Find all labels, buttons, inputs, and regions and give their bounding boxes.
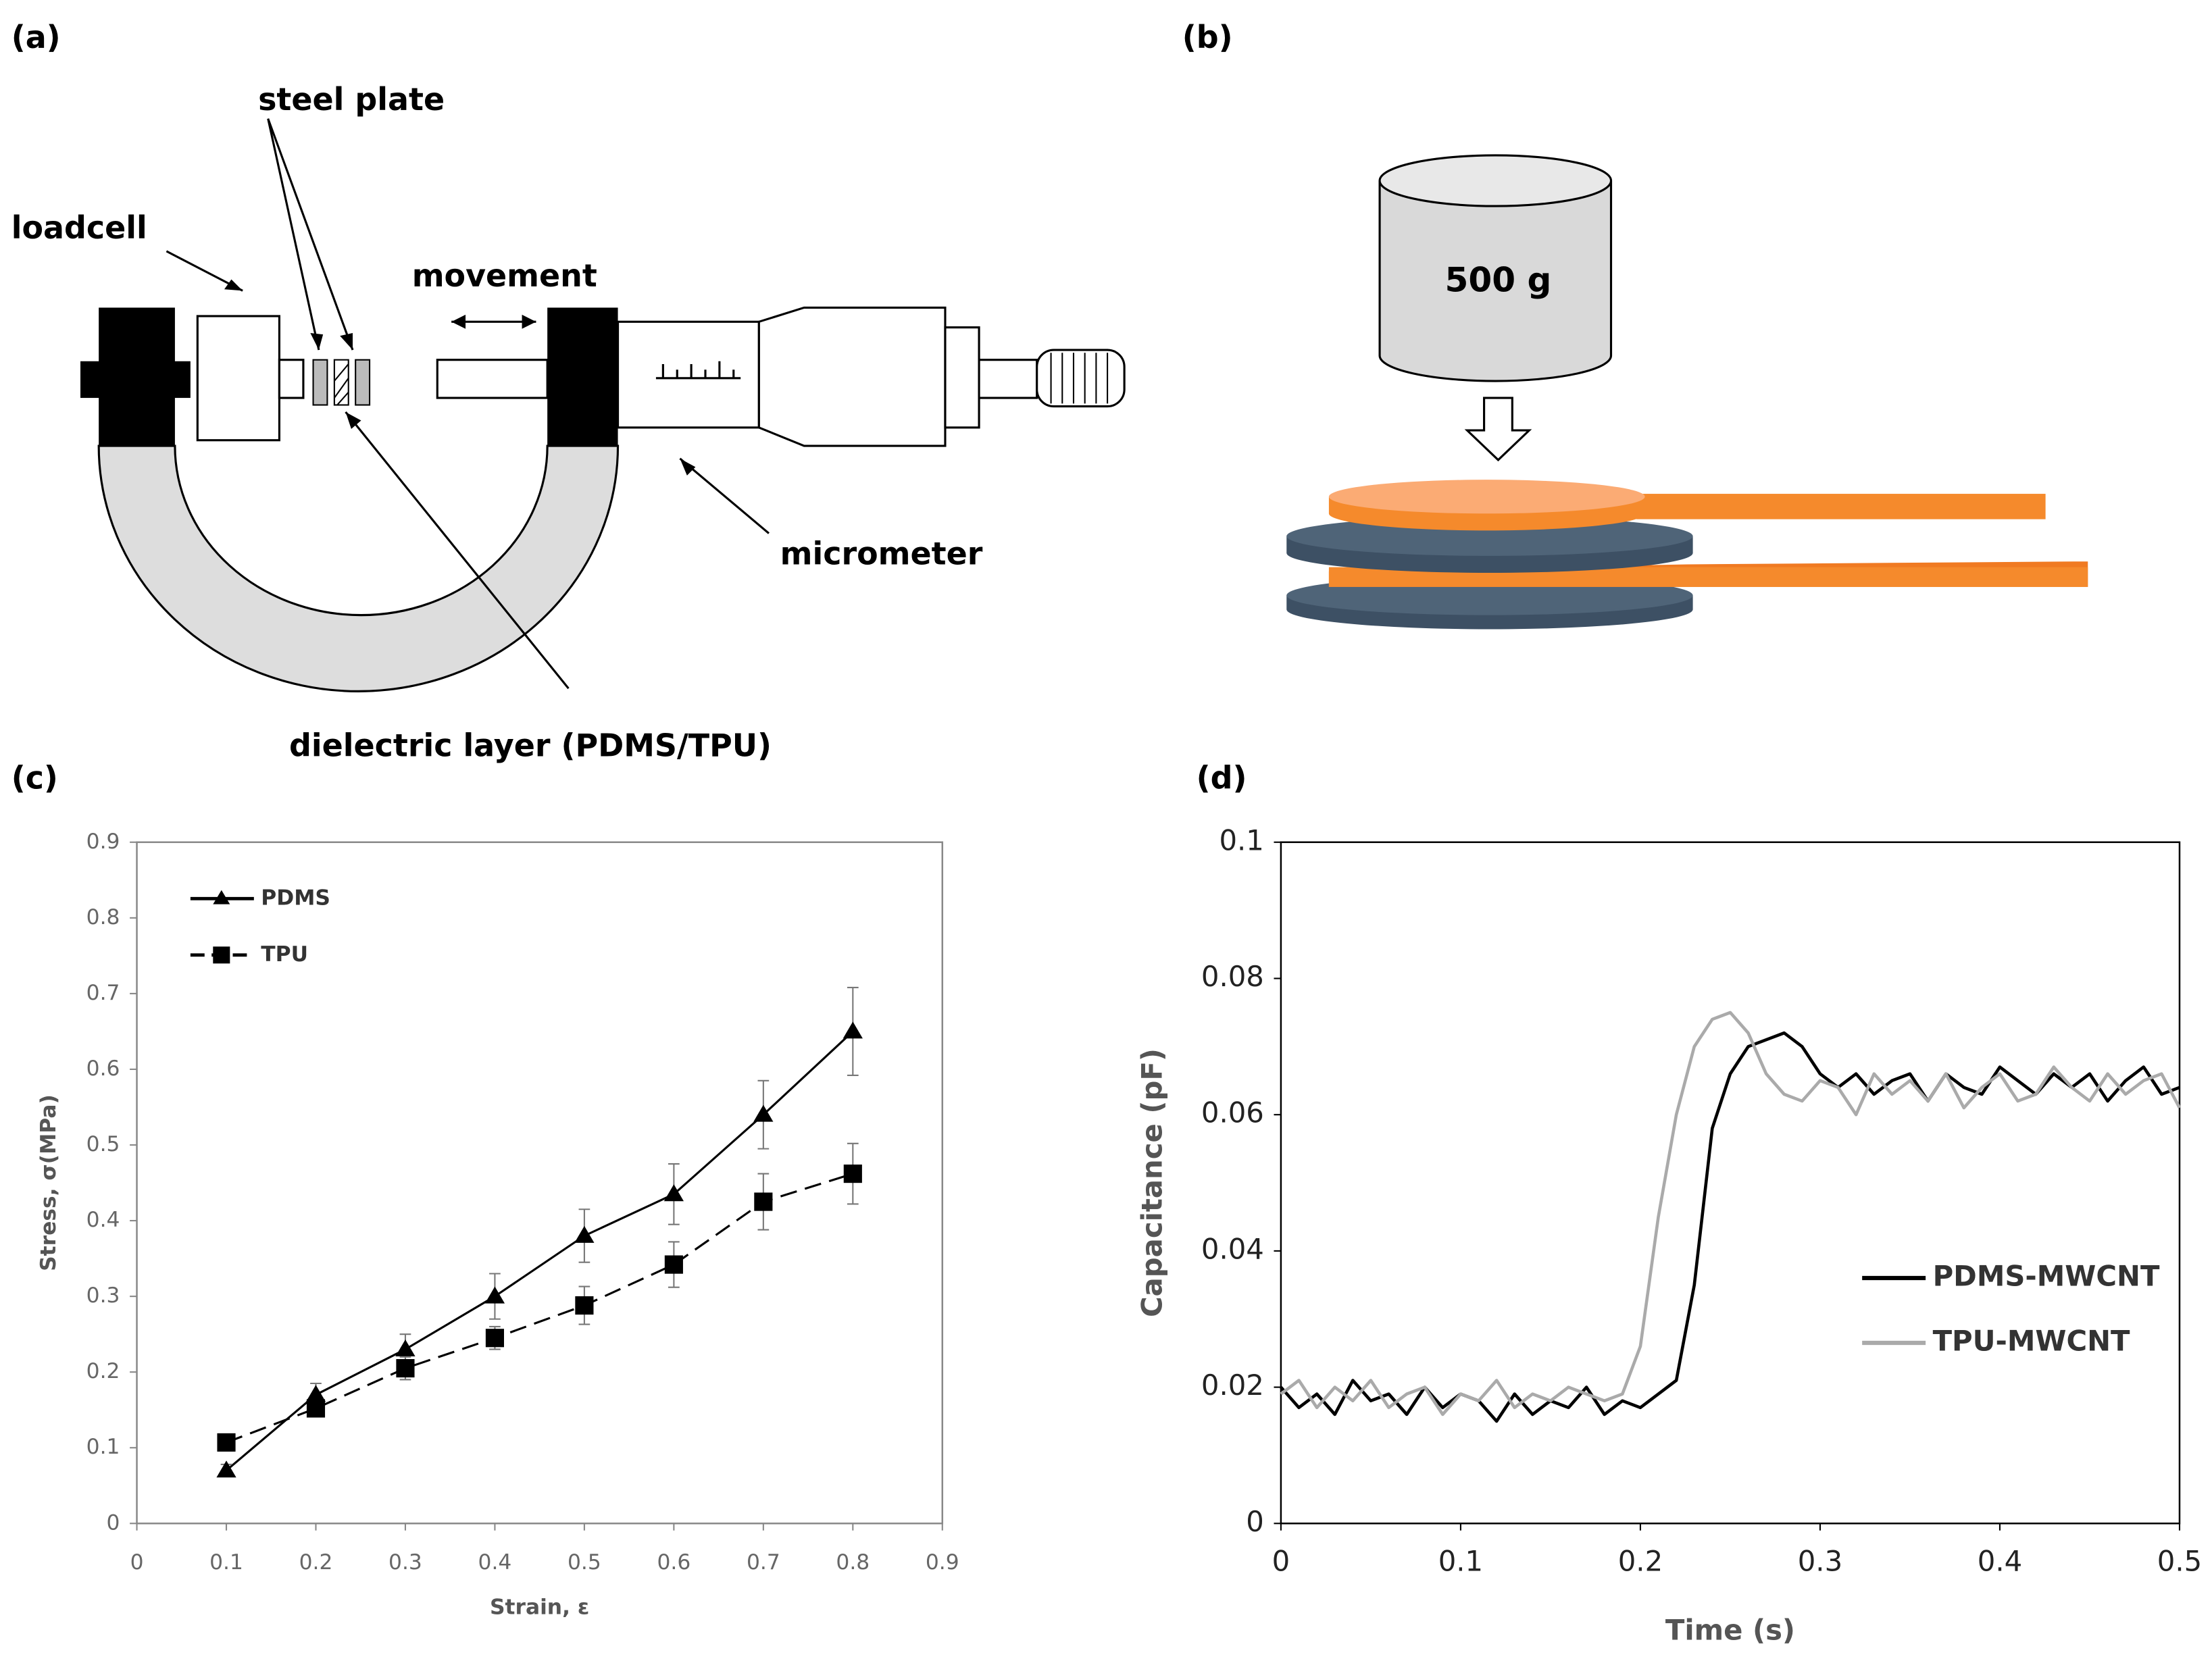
series <box>217 1142 862 1452</box>
x-tick-label: 0.5 <box>568 1550 601 1575</box>
plot-frame <box>136 841 944 1525</box>
data-line <box>1280 1031 2180 1423</box>
x-tick-label: 0.2 <box>1618 1544 1663 1577</box>
y-tick-label: 0.9 <box>86 830 120 854</box>
x-tick-label: 0.5 <box>2157 1544 2202 1577</box>
legend-label: TPU <box>261 942 308 967</box>
marker <box>217 1433 236 1452</box>
panel-label: (d) <box>1197 759 1247 796</box>
y-tick-label: 0.08 <box>1201 960 1264 993</box>
annotation: movement <box>412 257 597 294</box>
legend-label: PDMS <box>261 886 330 910</box>
annotation: dielectric layer (PDMS/TPU) <box>289 727 772 763</box>
x-tick-label: 0.8 <box>836 1550 870 1575</box>
x-tick-label: 0.6 <box>657 1550 690 1575</box>
marker <box>484 1286 505 1304</box>
legend-marker <box>213 890 230 904</box>
y-tick-label: 0.1 <box>86 1435 120 1459</box>
legend-marker <box>213 946 230 964</box>
y-tick-label: 0 <box>1246 1505 1264 1538</box>
y-axis-title: Capacitance (pF) <box>1135 1048 1168 1317</box>
legend-entry: TPU-MWCNT <box>1862 1325 2130 1358</box>
y-tick-label: 0.4 <box>86 1208 120 1232</box>
annotation: micrometer <box>780 535 983 571</box>
marker <box>485 1329 504 1348</box>
annotation: loadcell <box>11 209 147 246</box>
data-line <box>1280 1011 2182 1416</box>
x-tick-label: 0.7 <box>747 1550 780 1575</box>
marker <box>664 1255 683 1274</box>
x-axis-title: Time (s) <box>1665 1614 1795 1647</box>
panel-label: (a) <box>11 19 61 55</box>
data-line <box>226 1173 853 1444</box>
annotation: steel plate <box>258 81 445 118</box>
y-tick-label: 0.04 <box>1201 1232 1264 1265</box>
marker <box>395 1339 416 1357</box>
legend-entry: PDMS-MWCNT <box>1862 1259 2160 1292</box>
x-tick-label: 0.9 <box>926 1550 959 1575</box>
legend-entry: PDMS <box>190 886 330 910</box>
marker <box>574 1225 595 1243</box>
marker <box>306 1399 326 1418</box>
y-tick-label: 0.5 <box>86 1132 120 1156</box>
capacitor-diagram <box>1286 154 2088 630</box>
y-tick-label: 0.7 <box>86 981 120 1005</box>
x-tick-label: 0.2 <box>299 1550 333 1575</box>
legend-label: PDMS-MWCNT <box>1933 1259 2160 1292</box>
series <box>1280 1031 2180 1423</box>
x-tick-label: 0.3 <box>1798 1544 1842 1577</box>
x-tick-label: 0.3 <box>388 1550 422 1575</box>
micrometer-diagram <box>80 118 1126 692</box>
y-tick-label: 0.8 <box>86 905 120 929</box>
y-tick-label: 0.1 <box>1219 823 1263 857</box>
marker <box>843 1021 863 1039</box>
marker <box>753 1104 774 1122</box>
marker <box>216 1460 236 1478</box>
x-tick-label: 0 <box>1272 1544 1290 1577</box>
x-tick-label: 0.1 <box>1438 1544 1483 1577</box>
marker <box>305 1385 326 1402</box>
y-tick-label: 0.02 <box>1201 1369 1264 1402</box>
x-tick-label: 0.1 <box>209 1550 243 1575</box>
y-tick-label: 0.06 <box>1201 1096 1264 1129</box>
weight-label: 500 g <box>1445 259 1552 299</box>
y-tick-label: 0.3 <box>86 1283 120 1308</box>
x-tick-label: 0.4 <box>478 1550 512 1575</box>
y-tick-label: 0 <box>107 1510 120 1535</box>
data-line <box>225 1030 854 1472</box>
marker <box>843 1165 862 1183</box>
plot-frame <box>1280 841 2181 1525</box>
marker <box>396 1359 415 1378</box>
y-tick-label: 0.2 <box>86 1359 120 1383</box>
series <box>1280 1011 2182 1416</box>
x-axis-title: Strain, ε <box>490 1596 589 1620</box>
y-axis-title: Stress, σ(MPa) <box>36 1094 61 1271</box>
y-tick-label: 0.6 <box>86 1056 120 1081</box>
x-tick-label: 0 <box>130 1550 144 1575</box>
panel-label: (c) <box>11 759 58 796</box>
panel-label: (b) <box>1182 19 1233 55</box>
marker <box>575 1296 594 1315</box>
marker <box>754 1192 773 1211</box>
marker <box>663 1184 684 1202</box>
x-tick-label: 0.4 <box>1978 1544 2022 1577</box>
legend-entry: TPU <box>190 942 308 967</box>
legend-label: TPU-MWCNT <box>1933 1325 2130 1358</box>
